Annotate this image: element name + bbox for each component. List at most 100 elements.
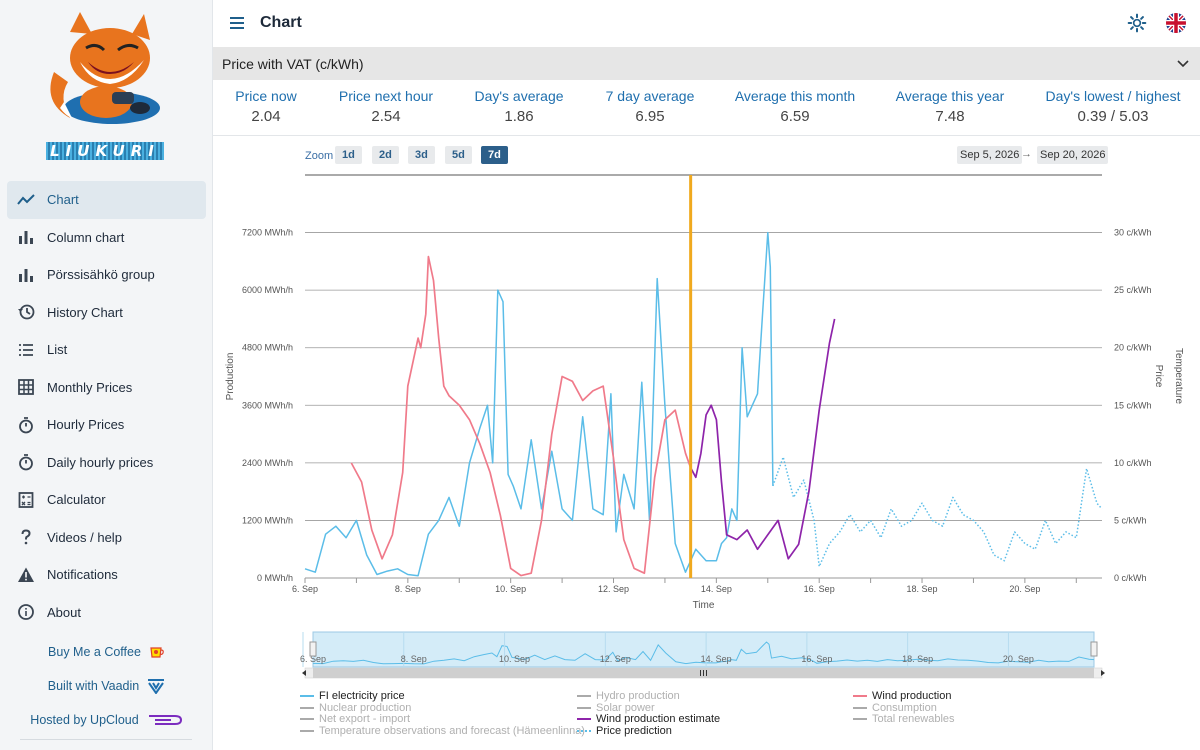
nav-item-monthly-prices[interactable]: Monthly Prices: [7, 369, 206, 407]
hamburger-menu-icon[interactable]: [228, 14, 246, 32]
legend-item-wind-production[interactable]: Wind production: [853, 690, 952, 702]
scrollbar-grip-icon: [700, 670, 707, 676]
range-to-input[interactable]: Sep 20, 2026: [1037, 146, 1109, 164]
nav-item-label: Pörssisähkö group: [47, 267, 155, 283]
stat-value: 6.59: [780, 108, 810, 125]
y-left-tick-label: 0 MWh/h: [257, 573, 293, 583]
trending-line-icon: [17, 191, 35, 209]
legend-item-price-prediction[interactable]: Price prediction: [577, 725, 672, 737]
chevron-down-icon: [1177, 60, 1189, 68]
nav-item-column-chart[interactable]: Column chart: [7, 219, 206, 257]
series-line-price-prediction: [772, 456, 1103, 568]
nav-item-list[interactable]: List: [7, 331, 206, 369]
range-from-input[interactable]: Sep 5, 2026: [957, 146, 1023, 164]
grid-table-icon: [17, 378, 35, 396]
zoom-3d-button[interactable]: 3d: [408, 146, 435, 164]
top-bar: Chart: [213, 0, 1200, 46]
stat-day-s-lowest-highest: Day's lowest / highest 0.39 / 5.03: [1033, 88, 1193, 125]
buy-me-coffee-link[interactable]: Buy Me a Coffee: [0, 645, 213, 659]
main-nav: Chart Column chart Pörssisähkö group Histor…: [7, 181, 206, 631]
uk-flag-icon[interactable]: [1166, 13, 1186, 33]
legend-label: Wind production: [872, 690, 952, 702]
x-tick-label: 10. Sep: [495, 584, 526, 594]
nav-item-history-chart[interactable]: History Chart: [7, 294, 206, 332]
legend-item-fi-electricity-price[interactable]: FI electricity price: [300, 690, 405, 702]
calculator-icon: [17, 491, 35, 509]
nav-item-about[interactable]: About: [7, 594, 206, 632]
y-right-axis-title: Price: [1153, 365, 1164, 388]
legend-label: Net export - import: [319, 713, 411, 726]
y-left-tick-label: 7200 MWh/h: [242, 228, 293, 238]
legend-swatch: [853, 718, 867, 721]
legend-swatch: [300, 706, 314, 709]
legend-item-consumption[interactable]: Consumption: [853, 702, 937, 714]
nav-item-notifications[interactable]: Notifications: [7, 556, 206, 594]
navigator-tick-label: 16. Sep: [801, 654, 832, 664]
stat-day-s-average: Day's average 1.86: [439, 88, 599, 125]
chart-legend: FI electricity price Hydro production Wind…: [300, 690, 1120, 745]
legend-label: Hydro production: [596, 690, 680, 702]
y-left-tick-label: 6000 MWh/h: [242, 285, 293, 295]
settings-gear-icon[interactable]: [1127, 13, 1147, 33]
legend-swatch: [300, 695, 314, 697]
zoom-1d-button[interactable]: 1d: [335, 146, 362, 164]
x-tick-label: 6. Sep: [292, 584, 318, 594]
hosted-by-upcloud-link[interactable]: Hosted by UpCloud: [0, 712, 213, 728]
legend-item-solar-power[interactable]: Solar power: [577, 702, 655, 714]
y-left-tick-label: 1200 MWh/h: [242, 515, 293, 525]
price-stats-row: Price now 2.04 Price next hour 2.54 Day's av…: [213, 84, 1200, 136]
price-type-select-value: Price with VAT (c/kWh): [222, 55, 364, 72]
y-left-tick-label: 3600 MWh/h: [242, 400, 293, 410]
y-right-tick-label: 10 c/kWh: [1114, 458, 1152, 468]
navigator-tick-label: 14. Sep: [701, 654, 732, 664]
legend-item-hydro-production[interactable]: Hydro production: [577, 690, 680, 702]
nav-item-label: History Chart: [47, 304, 123, 320]
stat-label: Price now: [235, 88, 297, 104]
x-tick-label: 8. Sep: [395, 584, 421, 594]
legend-label: Total renewables: [872, 713, 955, 726]
legend-item-total-renewables[interactable]: Total renewables: [853, 713, 955, 725]
nav-item-p-rssis-hk-group[interactable]: Pörssisähkö group: [7, 256, 206, 294]
navigator-left-handle: [309, 641, 317, 657]
x-tick-label: 18. Sep: [907, 584, 938, 594]
nav-item-calculator[interactable]: Calculator: [7, 481, 206, 519]
stat-value: 7.48: [935, 108, 965, 125]
nav-item-videos-help[interactable]: Videos / help: [7, 519, 206, 557]
upcloud-logo-icon: [148, 715, 182, 725]
legend-item-wind-production-estimate[interactable]: Wind production estimate: [577, 713, 720, 725]
legend-item-nuclear-production[interactable]: Nuclear production: [300, 702, 411, 714]
y-right-tick-label: 5 c/kWh: [1114, 515, 1147, 525]
y-right-axis-title-2: Temperature: [1173, 348, 1184, 405]
nav-item-label: Monthly Prices: [47, 379, 133, 395]
nav-item-label: Videos / help: [47, 529, 122, 545]
nav-item-daily-hourly-prices[interactable]: Daily hourly prices: [7, 444, 206, 482]
y-left-tick-label: 4800 MWh/h: [242, 343, 293, 353]
zoom-5d-button[interactable]: 5d: [445, 146, 472, 164]
hosted-by-upcloud-label: Hosted by UpCloud: [30, 713, 139, 727]
nav-item-hourly-prices[interactable]: Hourly Prices: [7, 406, 206, 444]
nav-item-chart[interactable]: Chart: [7, 181, 206, 219]
legend-item-temperature-observations-and-forecast-h-meenlinna-[interactable]: Temperature observations and forecast (H…: [300, 725, 585, 737]
bar-chart-icon: [17, 266, 35, 284]
zoom-7d-button[interactable]: 7d: [481, 146, 508, 164]
zoom-2d-button[interactable]: 2d: [372, 146, 399, 164]
price-type-select[interactable]: Price with VAT (c/kWh): [213, 47, 1200, 80]
nav-item-label: List: [47, 342, 68, 358]
legend-swatch: [300, 718, 314, 721]
fox-logo[interactable]: [40, 12, 170, 132]
legend-swatch: [300, 730, 314, 733]
legend-label: FI electricity price: [319, 690, 405, 702]
legend-label: Nuclear production: [319, 701, 412, 714]
navigator-tick-label: 10. Sep: [499, 654, 530, 664]
page-title: Chart: [260, 14, 302, 31]
built-with-vaadin-link[interactable]: Built with Vaadin: [0, 678, 213, 694]
legend-item-net-export-import[interactable]: Net export - import: [300, 713, 410, 725]
stat-price-next-hour: Price next hour 2.54: [306, 88, 466, 125]
y-right-tick-label: 25 c/kWh: [1114, 285, 1152, 295]
legend-swatch: [577, 695, 591, 697]
range-arrow: →: [1021, 148, 1032, 160]
price-production-chart[interactable]: 0 MWh/h 0 c/kWh 1200 MWh/h 5 c/kWh 2400 MWh/…: [213, 170, 1200, 690]
x-axis-title: Time: [693, 600, 715, 611]
legend-label: Consumption: [872, 701, 937, 714]
liukuri-wordmark: LIUKURI: [46, 142, 164, 160]
